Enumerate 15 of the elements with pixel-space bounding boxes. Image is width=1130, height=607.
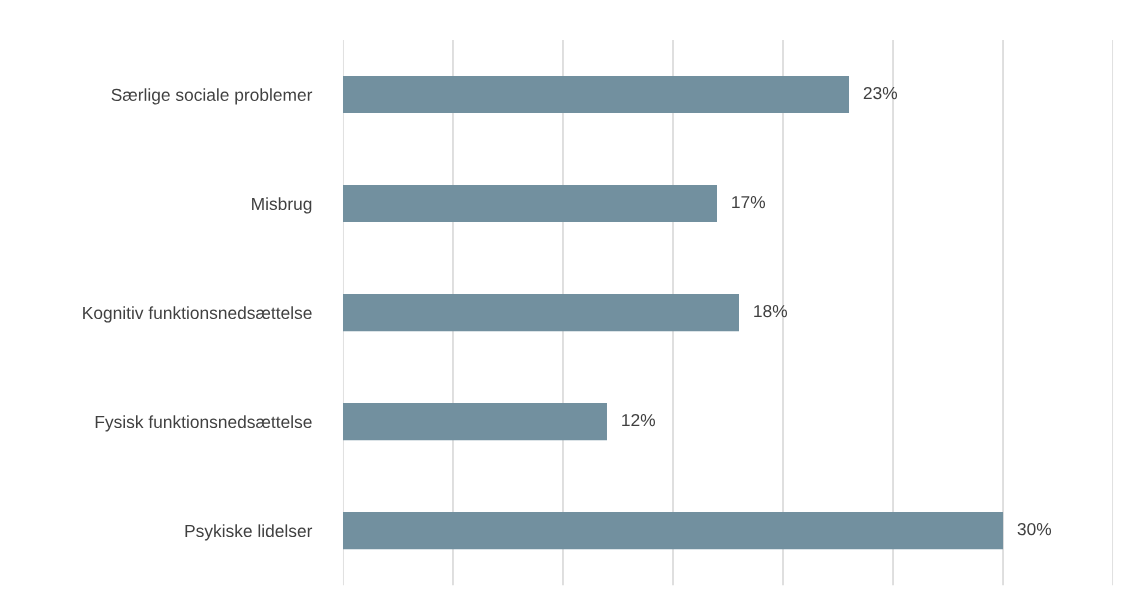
y-tick-label: Psykiske lidelser [185,524,313,541]
y-tick-label: Misbrug [252,197,312,214]
data-label: 17% [732,196,766,209]
data-label: 12% [622,413,656,427]
y-tick-label: Særlige sociale problemer [111,88,313,105]
bar [342,512,1004,550]
bar [342,294,739,332]
bar [342,403,607,441]
data-label: 18% [754,304,788,318]
data-label: 30% [1017,523,1052,536]
bar [342,185,717,223]
data-label: 23% [863,86,898,100]
bar [342,76,850,114]
y-tick-label: Fysisk funktionsnedsættelse [95,415,312,432]
y-tick-label: Kognitiv funktionsnedsættelse [83,306,312,323]
